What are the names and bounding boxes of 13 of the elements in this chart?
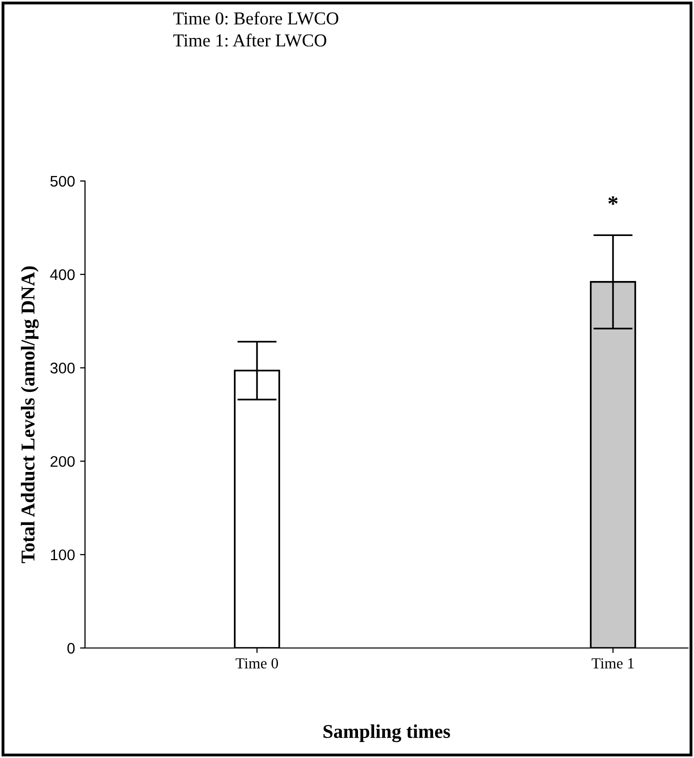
y-tick-label: 300: [50, 362, 75, 374]
text: Time 0: Before LWCO: [173, 12, 338, 25]
x-axis-title: Sampling times: [324, 724, 450, 742]
x-tick-label: Time 0: [236, 658, 278, 668]
y-tick-label: 500: [50, 176, 75, 187]
x-tick-label: Time 1: [592, 658, 634, 668]
y-tick-label: 200: [50, 456, 75, 467]
y-tick-label: 400: [50, 269, 75, 280]
annotation: *: [608, 196, 618, 205]
y-tick-label: 0: [67, 642, 75, 654]
y-tick-label: 100: [50, 549, 75, 560]
y-axis-title: Total Adduct Levels (amol/µg DNA): [20, 266, 39, 564]
text: Time 1: After LWCO: [173, 34, 326, 47]
